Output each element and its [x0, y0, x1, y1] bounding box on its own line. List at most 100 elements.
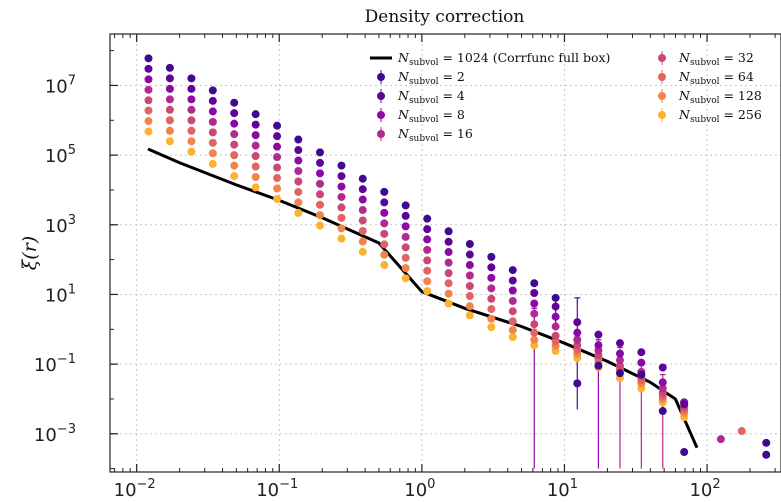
y-tick-labels: 10−3 10−1 101 103 105 107: [34, 73, 76, 445]
data-point: [230, 98, 239, 107]
data-point: [530, 279, 539, 288]
data-point: [530, 289, 539, 298]
data-point: [465, 271, 474, 280]
legend-label: Nsubvol = 128: [678, 88, 762, 106]
legend-label: Nsubvol = 16: [397, 126, 473, 144]
data-point: [294, 146, 303, 155]
data-point: [315, 148, 324, 157]
data-point: [637, 348, 646, 357]
grid: [110, 34, 781, 472]
data-point: [658, 384, 667, 393]
data-point: [444, 237, 453, 246]
data-point: [465, 240, 474, 249]
data-point: [380, 187, 389, 196]
x-tick-label: 10−1: [256, 477, 298, 501]
data-point: [187, 95, 196, 104]
data-point: [444, 269, 453, 278]
data-point: [187, 126, 196, 135]
data-point: [423, 266, 432, 275]
data-points: [144, 54, 771, 459]
data-point: [208, 128, 217, 137]
chart-title: Density correction: [365, 7, 525, 27]
data-point: [273, 121, 282, 130]
data-point: [551, 331, 560, 340]
data-point: [165, 95, 174, 104]
data-point: [401, 222, 410, 231]
data-point: [423, 256, 432, 265]
data-point: [658, 363, 667, 372]
data-point: [358, 237, 367, 246]
data-point: [487, 305, 496, 314]
data-point: [423, 277, 432, 286]
legend: Nsubvol = 1024 (Corrfunc full box)Nsubvo…: [370, 50, 762, 144]
data-point: [487, 273, 496, 282]
data-point: [165, 105, 174, 114]
data-point: [315, 169, 324, 178]
legend-label: Nsubvol = 2: [397, 69, 465, 87]
y-axis-label: ξ(r): [19, 236, 41, 270]
data-point: [380, 198, 389, 207]
data-point: [615, 356, 624, 365]
data-point: [358, 195, 367, 204]
data-point: [423, 287, 432, 296]
data-point: [165, 116, 174, 125]
data-point: [465, 250, 474, 259]
data-point: [594, 330, 603, 339]
data-point: [358, 174, 367, 183]
y-tick-label: 103: [45, 213, 76, 237]
legend-entry: Nsubvol = 64: [658, 69, 754, 87]
data-point: [230, 140, 239, 149]
y-tick-label: 105: [45, 143, 76, 167]
data-point: [144, 106, 153, 115]
data-point: [187, 74, 196, 83]
data-point: [230, 119, 239, 128]
legend-entry: Nsubvol = 256: [658, 107, 762, 125]
data-point: [251, 162, 260, 171]
data-point: [401, 253, 410, 262]
data-point: [144, 75, 153, 84]
data-point: [508, 317, 517, 326]
legend-label: Nsubvol = 8: [397, 107, 465, 125]
data-point: [165, 63, 174, 72]
data-point: [315, 190, 324, 199]
data-point: [337, 182, 346, 191]
data-point: [337, 224, 346, 233]
data-point: [358, 226, 367, 235]
x-tick-label: 101: [547, 477, 578, 501]
data-point: [594, 341, 603, 350]
data-point: [273, 142, 282, 151]
data-point: [444, 258, 453, 267]
data-point: [444, 279, 453, 288]
data-point: [294, 187, 303, 196]
data-point: [187, 137, 196, 146]
data-point: [716, 435, 725, 444]
legend-label: Nsubvol = 256: [678, 107, 762, 125]
data-point: [187, 147, 196, 156]
data-point: [573, 328, 582, 337]
data-point: [251, 183, 260, 192]
data-point: [444, 299, 453, 308]
reference-line: [147, 147, 699, 449]
data-point: [551, 293, 560, 302]
data-point: [273, 174, 282, 183]
data-point: [337, 234, 346, 243]
data-point: [444, 248, 453, 257]
data-point: [208, 149, 217, 158]
x-tick-label: 100: [404, 477, 435, 501]
data-point: [358, 185, 367, 194]
data-point: [273, 153, 282, 162]
data-point: [487, 252, 496, 261]
data-point: [294, 135, 303, 144]
data-point: [144, 127, 153, 136]
data-point: [294, 208, 303, 217]
legend-entry: Nsubvol = 16: [377, 126, 473, 144]
data-point: [315, 211, 324, 220]
data-point: [401, 232, 410, 241]
data-point: [294, 177, 303, 186]
data-point: [465, 311, 474, 320]
data-point: [401, 243, 410, 252]
data-point: [465, 302, 474, 311]
data-point: [615, 349, 624, 358]
legend-label: Nsubvol = 1024 (Corrfunc full box): [397, 50, 610, 68]
legend-label: Nsubvol = 64: [678, 69, 754, 87]
